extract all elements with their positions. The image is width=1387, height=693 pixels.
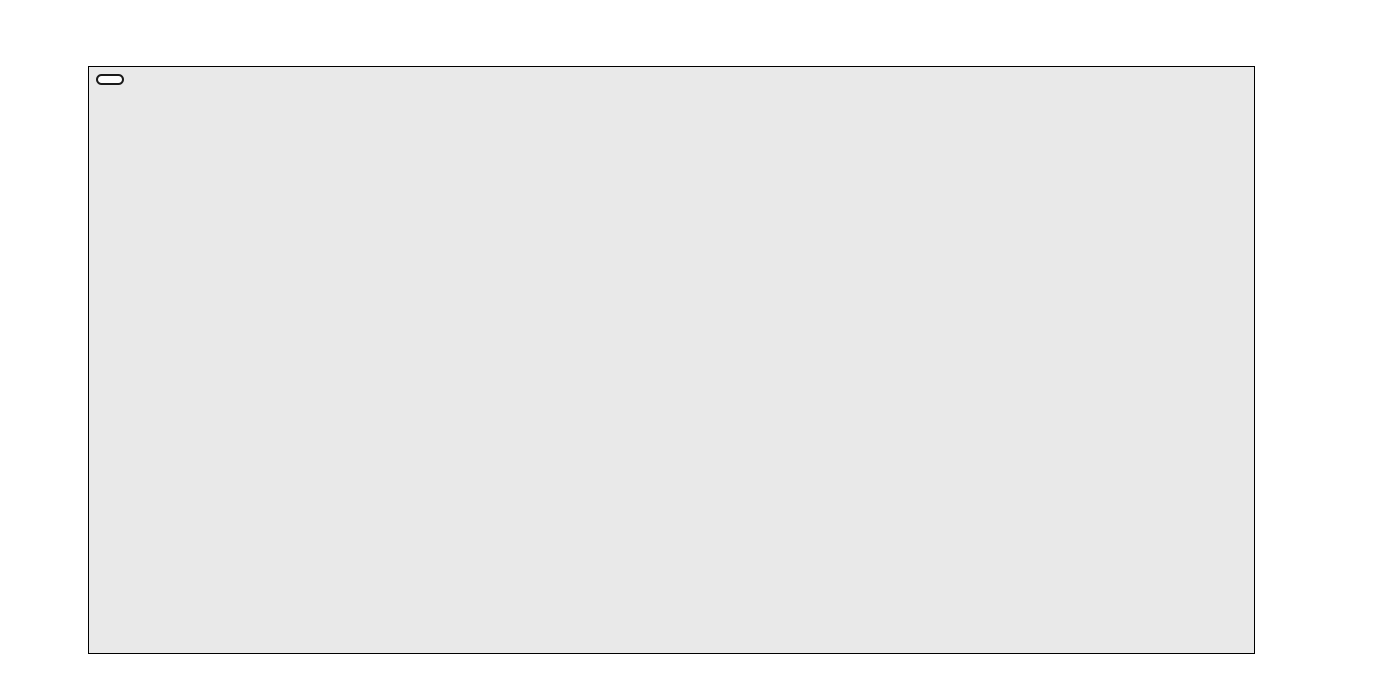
map-axes — [88, 66, 1255, 654]
colorbar — [1270, 125, 1387, 607]
map-canvas — [89, 67, 1254, 653]
max-wind-badge — [96, 74, 124, 85]
